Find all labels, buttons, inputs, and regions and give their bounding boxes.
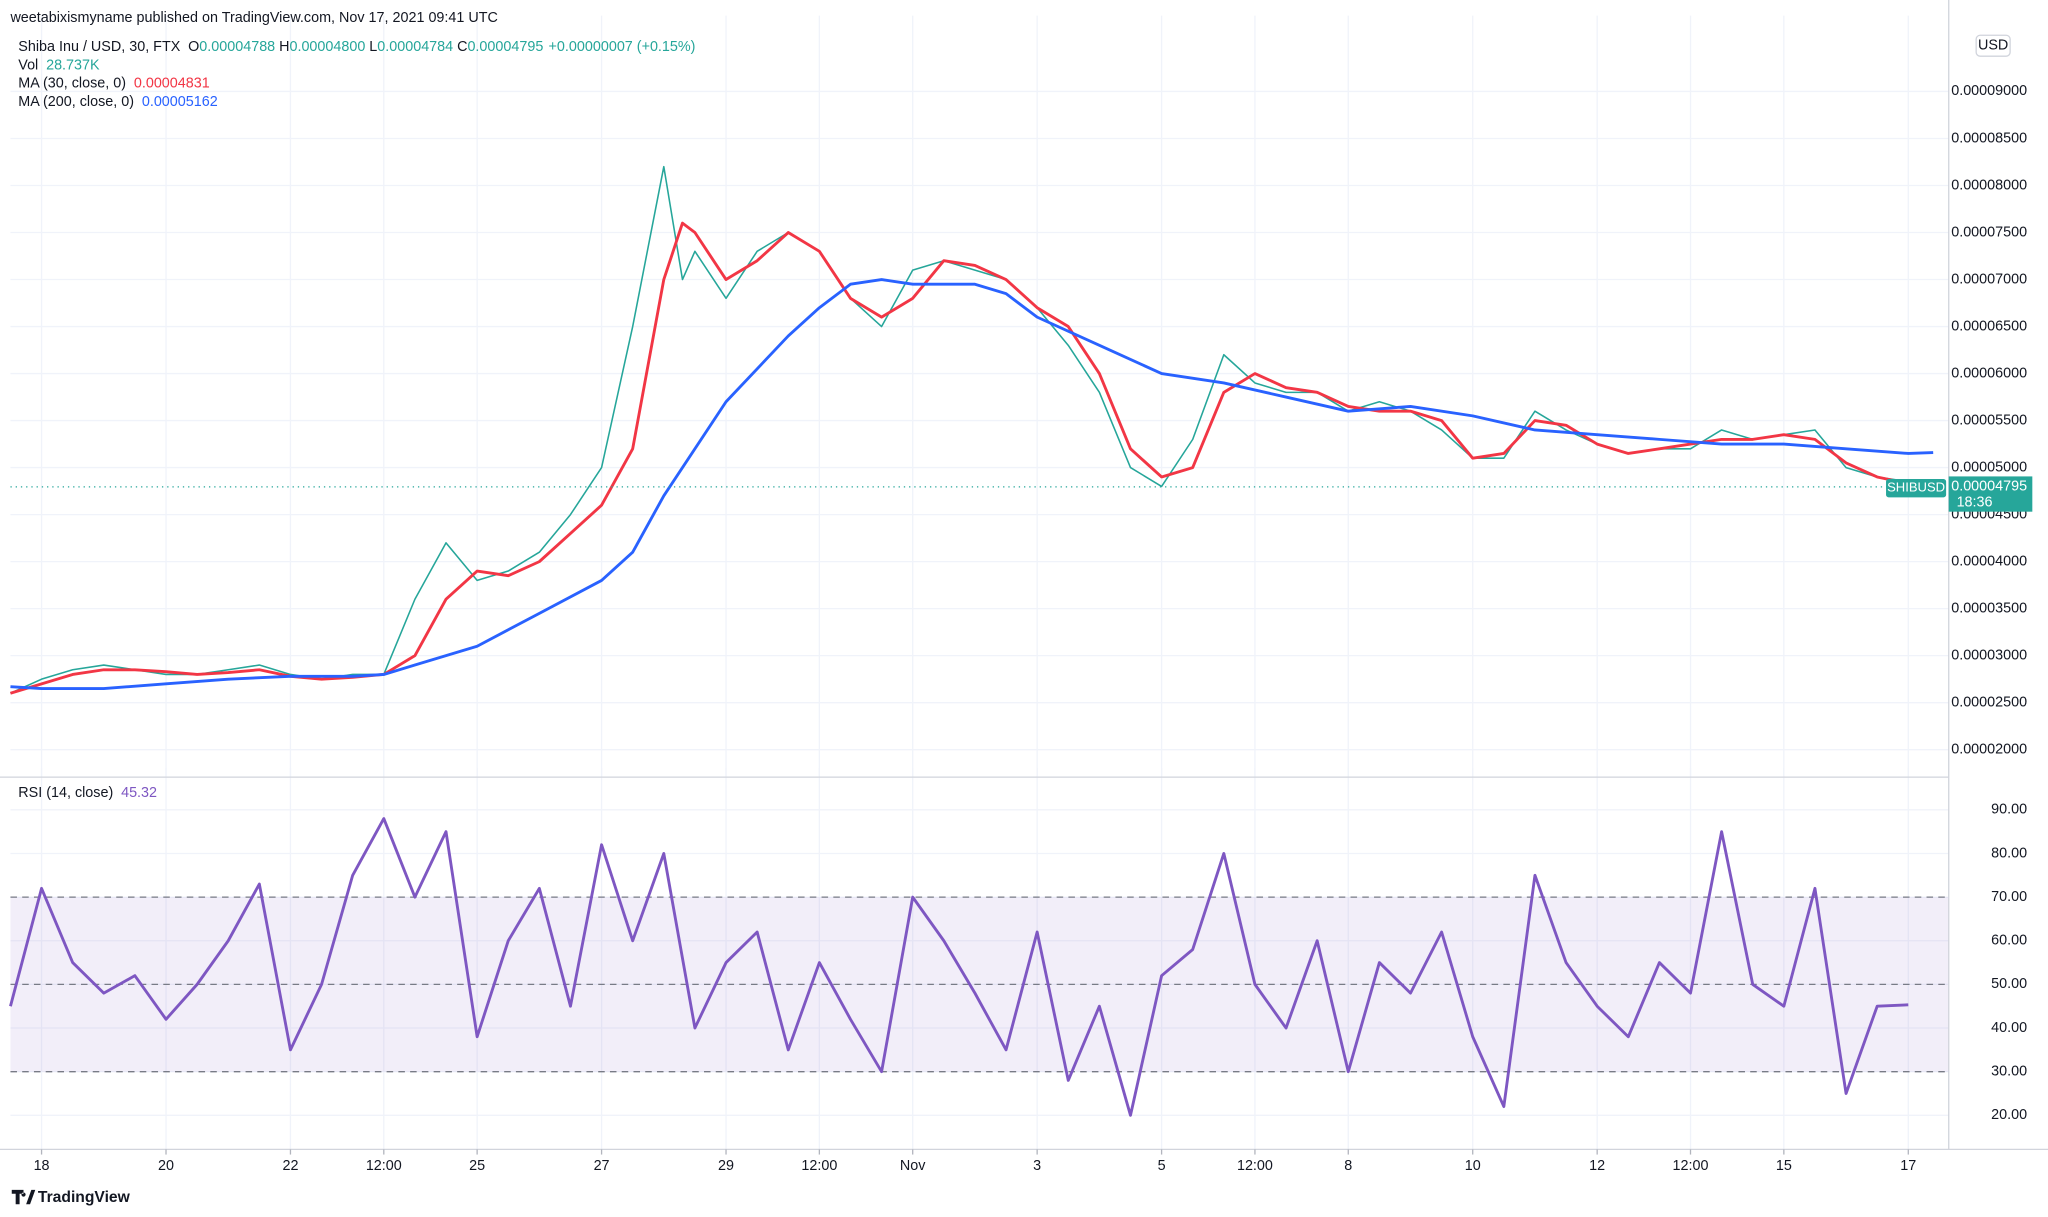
- axis-layer: 0.00002000 0.00002500 0.00003000 0.00003500…: [0, 0, 2048, 1174]
- y-tick-label: 30.00: [1991, 1063, 2027, 1079]
- symbol-legend: Shiba Inu / USD, 30, FTX O0.00004788 H0.00…: [18, 39, 695, 55]
- x-tick-label: Nov: [900, 1158, 926, 1174]
- line-layer: [9, 165, 1949, 1117]
- x-tick-label: 12:00: [366, 1158, 402, 1174]
- change: +0.00000007 (+0.15%): [549, 39, 696, 55]
- rsi-name: RSI (14, close): [18, 785, 113, 801]
- currency-box: [1975, 34, 2011, 57]
- x-tick-label: 8: [1344, 1158, 1352, 1174]
- y-tick-label: 0.00005000: [1951, 459, 2027, 475]
- x-tick-label: 3: [1033, 1158, 1041, 1174]
- ohlc-label: C: [457, 39, 467, 55]
- ohlc-value: 0.00004784: [377, 39, 453, 55]
- ohlc-value: 0.00004800: [289, 39, 365, 55]
- y-tick-label: 0.00008000: [1951, 177, 2027, 193]
- legend: Shiba Inu / USD, 30, FTX O0.00004788 H0.00…: [18, 39, 695, 801]
- y-tick-label: 0.00002000: [1951, 741, 2027, 757]
- x-tick-label: 12:00: [1237, 1158, 1273, 1174]
- y-tick-label: 0.00002500: [1951, 694, 2027, 710]
- y-tick-label: 0.00006500: [1951, 318, 2027, 334]
- grid-layer: [10, 15, 1949, 1150]
- x-tick-label: 10: [1465, 1158, 1481, 1174]
- ohlc-value: 0.00004788: [199, 39, 275, 55]
- x-tick-label: 12:00: [801, 1158, 837, 1174]
- series-line: [10, 278, 1934, 690]
- ohlc-label: O: [188, 39, 199, 55]
- x-tick-label: 27: [594, 1158, 610, 1174]
- y-tick-label: 0.00009000: [1951, 83, 2027, 99]
- y-tick-label: 0.00008500: [1951, 130, 2027, 146]
- brand: TradingView: [38, 1189, 131, 1206]
- x-tick-label: 5: [1158, 1158, 1166, 1174]
- ohlc-label: H: [279, 39, 289, 55]
- ohlc-value: 0.00004795: [467, 39, 543, 55]
- y-tick-label: 70.00: [1991, 889, 2027, 905]
- y-tick-label: 0.00004000: [1951, 553, 2027, 569]
- logo: TradingView: [11, 1189, 131, 1206]
- x-tick-label: 20: [158, 1158, 174, 1174]
- rsi-legend: RSI (14, close) 45.32: [18, 785, 157, 801]
- volume-value: 28.737K: [46, 57, 100, 73]
- y-tick-label: 80.00: [1991, 845, 2027, 861]
- series-line: [10, 221, 1921, 695]
- y-tick-label: 0.00005500: [1951, 412, 2027, 428]
- ma-legend: MA (30, close, 0) 0.00004831: [18, 75, 209, 91]
- y-tick-label: 60.00: [1991, 933, 2027, 949]
- y-tick-label: 90.00: [1991, 802, 2027, 818]
- y-tick-label: 50.00: [1991, 976, 2027, 992]
- y-tick-label: 0.00007000: [1951, 271, 2027, 287]
- y-tick-label: 0.00007500: [1951, 224, 2027, 240]
- ma-legend: MA (200, close, 0) 0.00005162: [18, 94, 217, 110]
- x-tick-label: 22: [282, 1158, 298, 1174]
- volume-legend: Vol 28.737K: [18, 57, 100, 73]
- countdown: 18:36: [1957, 494, 1993, 510]
- rsi-value: 45.32: [121, 785, 157, 801]
- x-tick-label: 25: [469, 1158, 485, 1174]
- ohlc-label: L: [369, 39, 377, 55]
- symbol-name: Shiba Inu / USD, 30, FTX: [18, 39, 180, 55]
- x-tick-label: 17: [1900, 1158, 1916, 1174]
- x-tick-label: 29: [718, 1158, 734, 1174]
- price-tag: [1948, 476, 2033, 512]
- x-tick-label: 12:00: [1673, 1158, 1709, 1174]
- symbol-tag-text: SHIBUSD: [1887, 480, 1945, 495]
- x-tick-label: 18: [34, 1158, 50, 1174]
- ma-value: 0.00004831: [134, 75, 210, 91]
- publisher: weetabixismyname published on TradingVie…: [9, 10, 497, 26]
- band-layer: [10, 896, 1949, 1073]
- y-tick-label: 0.00006000: [1951, 365, 2027, 381]
- y-tick-label: 20.00: [1991, 1107, 2027, 1123]
- currency: USD: [1978, 38, 2008, 54]
- ma-name: MA (200, close, 0): [18, 94, 134, 110]
- y-tick-label: 0.00003000: [1951, 647, 2027, 663]
- symbol-tag: [1886, 479, 1947, 498]
- y-tick-label: 40.00: [1991, 1020, 2027, 1036]
- logo-icon: [11, 1189, 36, 1205]
- series-line: [9, 817, 1909, 1117]
- volume-label: Vol: [18, 57, 38, 73]
- y-tick-label: 0.00003500: [1951, 600, 2027, 616]
- x-tick-label: 12: [1589, 1158, 1605, 1174]
- ma-name: MA (30, close, 0): [18, 75, 126, 91]
- price-tag-text: 0.00004795: [1951, 479, 2027, 495]
- x-tick-label: 15: [1776, 1158, 1792, 1174]
- ma-value: 0.00005162: [142, 94, 218, 110]
